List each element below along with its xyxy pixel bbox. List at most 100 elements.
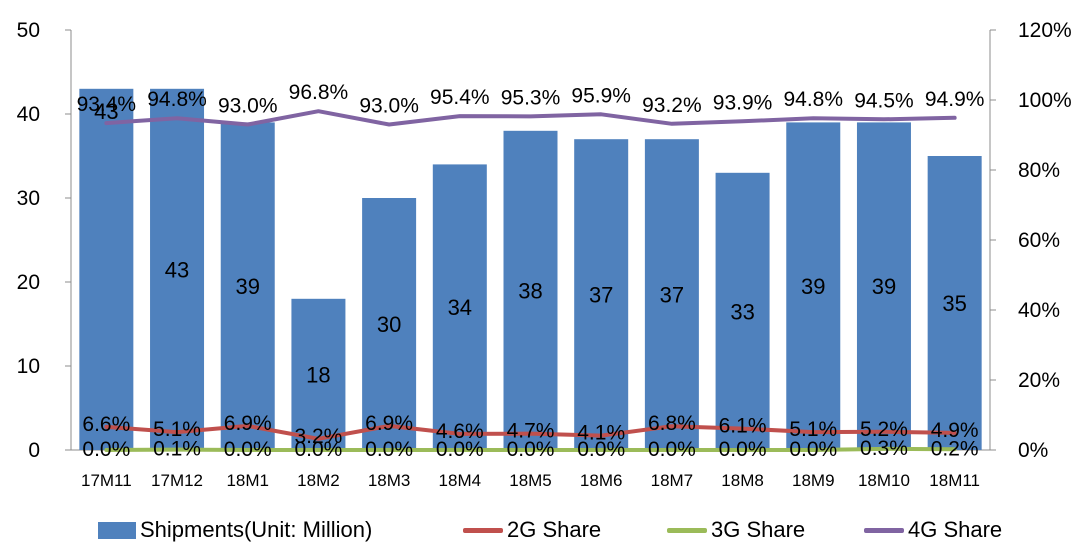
line-3g-data-label: 0.0% — [224, 438, 272, 461]
line-3g-data-label: 0.1% — [153, 438, 201, 461]
y-left-tick-label: 30 — [17, 187, 40, 210]
y-left-tick-label: 10 — [17, 355, 40, 378]
line-2g-data-label: 5.1% — [153, 418, 201, 441]
line-3g-data-label: 0.0% — [436, 438, 484, 461]
line-2g-data-label: 4.1% — [577, 422, 625, 445]
x-tick-label: 18M7 — [651, 471, 694, 490]
bar-data-label: 38 — [518, 278, 542, 303]
line-4g-data-label: 94.5% — [854, 89, 914, 112]
bar — [79, 88, 134, 451]
legend-label-3g: 3G Share — [711, 517, 806, 542]
y-left-tick-label: 50 — [17, 19, 40, 42]
line-3g-data-label: 0.0% — [789, 438, 837, 461]
bar-data-label: 39 — [235, 274, 259, 299]
line-3g-data-label: 0.2% — [931, 437, 979, 460]
line-2g-data-label: 4.9% — [931, 419, 979, 442]
x-tick-label: 17M11 — [81, 471, 132, 490]
bar-data-label: 33 — [730, 299, 754, 324]
legend: Shipments(Unit: Million) 2G Share 3G Sha… — [0, 515, 1088, 545]
x-tick-label: 18M8 — [721, 471, 764, 490]
line-2g-data-label: 5.1% — [789, 418, 837, 441]
y-right-tick-label: 20% — [1018, 369, 1060, 392]
legend-label-2g: 2G Share — [507, 517, 602, 542]
bar-data-label: 37 — [589, 283, 613, 308]
legend-swatch-2g — [463, 527, 503, 533]
bar — [856, 122, 911, 451]
y-right-tick-label: 120% — [1018, 19, 1072, 42]
legend-label-4g: 4G Share — [908, 517, 1003, 542]
x-tick-label: 18M1 — [226, 471, 269, 490]
series-line-2g-share — [104, 423, 957, 441]
bar-data-label: 18 — [306, 362, 330, 387]
line-2g-data-label: 4.6% — [436, 420, 484, 443]
legend-swatch-3g — [667, 527, 707, 533]
line-4g-data-label: 95.9% — [571, 84, 631, 107]
line-2g-data-label: 6.8% — [648, 412, 696, 435]
x-tick-label: 18M11 — [929, 471, 980, 490]
line-4g-data-label: 94.8% — [147, 88, 207, 111]
bar — [927, 156, 982, 450]
x-tick-label: 18M3 — [368, 471, 411, 490]
y-right-tick-label: 0% — [1018, 439, 1048, 462]
bar-data-label: 35 — [942, 291, 966, 316]
legend-swatch-shipments — [98, 521, 136, 539]
bar — [291, 298, 346, 450]
line-3g-data-label: 0.0% — [507, 438, 555, 461]
legend-item-3g: 3G Share — [667, 515, 805, 545]
line-4g-data-label: 95.4% — [430, 86, 490, 109]
legend-item-2g: 2G Share — [463, 515, 601, 545]
legend-swatch-4g — [864, 527, 904, 533]
bar — [150, 88, 205, 451]
line-4g-data-label: 96.8% — [289, 81, 349, 104]
bar-data-label: 34 — [448, 295, 472, 320]
line-2g-data-label: 6.9% — [224, 412, 272, 435]
series-line-4g-share — [104, 109, 957, 127]
legend-item-shipments: Shipments(Unit: Million) — [98, 515, 372, 545]
bar — [432, 164, 487, 450]
bar — [503, 130, 558, 451]
y-right-tick-label: 100% — [1018, 89, 1072, 112]
line-3g-data-label: 0.0% — [648, 438, 696, 461]
bar-data-label: 43 — [165, 257, 189, 282]
bar — [220, 122, 275, 451]
line-4g-data-label: 93.0% — [359, 95, 419, 118]
line-2g-data-label: 4.7% — [507, 420, 555, 443]
x-tick-label: 18M9 — [792, 471, 835, 490]
line-3g-data-label: 0.3% — [860, 437, 908, 460]
line-4g-data-label: 93.9% — [713, 91, 773, 114]
line-3g-data-label: 0.0% — [294, 438, 342, 461]
line-3g-data-label: 0.0% — [365, 438, 413, 461]
line-4g-data-label: 95.3% — [501, 86, 561, 109]
bar-data-label: 30 — [377, 312, 401, 337]
line-3g-data-label: 0.0% — [719, 438, 767, 461]
bar — [362, 198, 417, 450]
line-4g-data-label: 94.8% — [783, 88, 843, 111]
bar-data-label: 39 — [872, 274, 896, 299]
line-3g-data-label: 0.0% — [577, 438, 625, 461]
legend-item-4g: 4G Share — [864, 515, 1002, 545]
x-tick-label: 18M2 — [297, 471, 340, 490]
line-2g-data-label: 3.2% — [294, 425, 342, 448]
x-tick-label: 18M10 — [858, 471, 910, 490]
y-right-tick-label: 80% — [1018, 159, 1060, 182]
legend-label-shipments: Shipments(Unit: Million) — [140, 517, 373, 542]
bar-data-label: 43 — [94, 99, 118, 124]
bar — [715, 172, 770, 451]
y-left-tick-label: 40 — [17, 103, 40, 126]
bar — [644, 139, 699, 450]
line-2g-data-label: 5.2% — [860, 418, 908, 441]
line-4g-data-label: 93.4% — [77, 93, 137, 116]
chart-svg: 0 10 20 30 40 50 0% 20% 40% 60% 80% 100% 120% 17M11 17… — [17, 19, 1072, 490]
x-tick-label: 18M4 — [439, 471, 482, 490]
y-left-tick-label: 20 — [17, 271, 40, 294]
bar — [786, 122, 841, 451]
bar-data-label: 37 — [660, 283, 684, 308]
line-3g-data-label: 0.0% — [82, 438, 130, 461]
bar-data-label: 39 — [801, 274, 825, 299]
line-4g-data-label: 94.9% — [925, 88, 985, 111]
line-2g-data-label: 6.1% — [719, 415, 767, 438]
bar — [574, 139, 629, 450]
series-line-3g-share — [104, 446, 957, 452]
y-left-tick-label: 0 — [28, 439, 40, 462]
